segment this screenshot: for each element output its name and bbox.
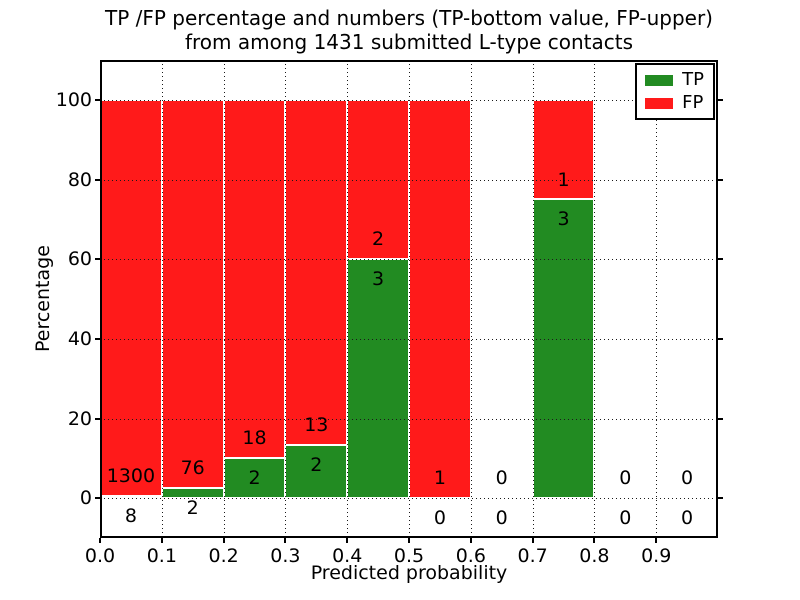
x-tick-label: 0.3: [270, 545, 301, 567]
tp-count-label: 0: [495, 507, 508, 530]
x-tick-label: 0.2: [208, 545, 239, 567]
fp-count-label: 0: [495, 467, 508, 490]
fp-count-label: 0: [619, 467, 632, 490]
x-gridline: [656, 60, 658, 538]
y-tick-label: 40: [67, 327, 92, 350]
x-tick-label: 0.8: [579, 545, 610, 567]
x-tick-label: 0.6: [455, 545, 486, 567]
fp-count-label: 2: [372, 228, 385, 251]
fp-count-label: 0: [681, 467, 694, 490]
legend: TP FP: [635, 63, 715, 120]
bar-segment-fp: [285, 99, 348, 446]
tp-count-label: 3: [557, 208, 570, 231]
tp-count-label: 0: [681, 507, 694, 530]
x-tick: [408, 538, 410, 543]
plot-area: TP FP 1300 8 76 2 18 2 13 2 2 3 1 0 0 0 1 3 0 0 0 0 0 20 40 60 8…: [56, 60, 723, 567]
bar-segment-fp: [161, 99, 224, 488]
x-tick-label: 0.4: [332, 545, 363, 567]
y-tick: [718, 497, 723, 500]
bar-segment-fp: [347, 99, 409, 260]
x-gridline: [285, 60, 287, 538]
tp-count-label: 2: [310, 453, 323, 476]
x-tick: [346, 538, 349, 543]
x-gridline: [594, 60, 596, 538]
tp-count-label: 3: [372, 268, 385, 291]
bar-segment-fp: [409, 99, 471, 499]
x-tick: [655, 538, 658, 543]
x-tick: [593, 538, 596, 543]
chart-title: TP /FP percentage and numbers (TP-bottom…: [105, 6, 713, 54]
x-gridline: [470, 60, 472, 538]
y-tick-label: 20: [67, 407, 92, 430]
x-tick: [222, 538, 225, 543]
y-tick: [95, 178, 100, 181]
legend-item-tp: TP: [645, 71, 704, 89]
tp-count-label: 0: [433, 507, 446, 530]
x-gridline: [161, 60, 163, 538]
y-tick: [95, 337, 100, 340]
x-tick: [284, 538, 287, 543]
x-gridline: [409, 60, 410, 538]
y-tick-label: 100: [55, 88, 92, 111]
y-tick: [718, 258, 723, 261]
y-tick: [718, 178, 723, 181]
x-tick-label: 0.1: [146, 545, 177, 567]
tp-legend-swatch: [645, 74, 674, 86]
fp-count-label: 1300: [106, 464, 156, 487]
fp-count-label: 13: [304, 414, 329, 437]
bar-segment-tp: [532, 199, 595, 499]
y-axis-label: Percentage: [32, 245, 54, 353]
fp-count-label: 1: [557, 168, 570, 191]
tp-count-label: 0: [619, 507, 632, 530]
x-tick: [469, 538, 472, 543]
fp-count-label: 18: [242, 427, 267, 450]
y-tick-label: 60: [67, 248, 92, 271]
x-tick-label: 0.0: [84, 545, 116, 567]
tp-count-label: 2: [186, 496, 199, 519]
y-tick-label: 0: [79, 487, 92, 510]
bar-segment-fp: [223, 99, 286, 459]
fp-count-label: 76: [180, 457, 205, 480]
y-tick-label: 80: [67, 168, 92, 191]
x-tick: [531, 538, 534, 543]
tp-legend-label: TP: [682, 69, 704, 90]
x-gridline: [347, 60, 349, 538]
fp-legend-label: FP: [682, 92, 704, 113]
x-tick-label: 0.7: [517, 545, 548, 567]
x-gridline: [532, 60, 534, 538]
fp-count-label: 1: [433, 467, 446, 490]
x-tick: [99, 538, 101, 543]
bar-segment-fp: [100, 99, 162, 496]
bar-segment-fp: [532, 99, 595, 200]
fp-legend-swatch: [645, 97, 674, 109]
x-tick: [160, 538, 163, 543]
y-tick: [718, 337, 723, 340]
y-tick: [95, 258, 100, 261]
x-tick-label: 0.9: [641, 545, 672, 567]
y-tick: [718, 417, 723, 420]
y-tick: [95, 98, 100, 101]
tp-count-label: 8: [124, 504, 137, 527]
bar-segment-tp: [285, 445, 348, 499]
x-axis-label: Predicted probability: [310, 562, 508, 584]
x-gridline: [223, 60, 225, 538]
x-tick-label: 0.5: [393, 545, 425, 567]
y-tick: [718, 98, 723, 101]
tp-count-label: 2: [248, 467, 261, 490]
bar-segment-tp: [347, 259, 409, 499]
y-tick: [95, 417, 100, 420]
y-tick: [95, 497, 100, 500]
legend-item-fp: FP: [645, 94, 704, 112]
